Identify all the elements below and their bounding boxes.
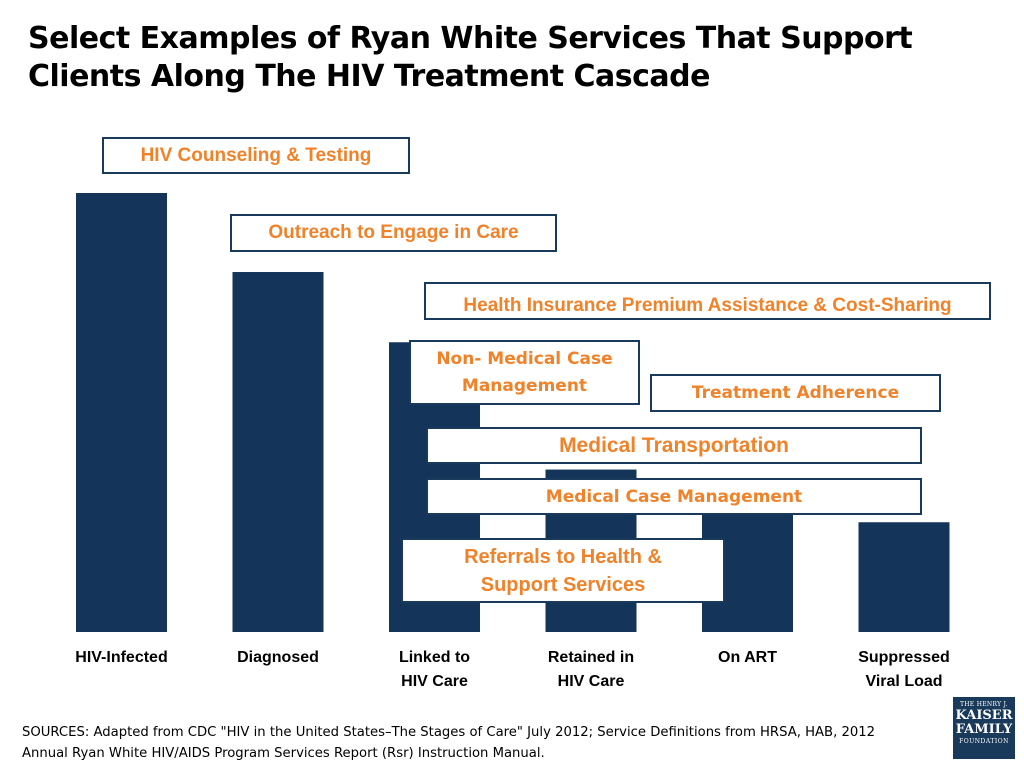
category-label: Retained in HIV Care [531,646,651,694]
service-insurance-premium-assistance: Health Insurance Premium Assistance & Co… [424,282,991,320]
bar-hiv-infected [76,193,167,632]
service-label: HIV Counseling & Testing [140,144,372,166]
service-label: Treatment Adherence [691,383,900,403]
category-label-line: Viral Load [865,673,943,690]
category-label: On ART [688,646,808,670]
logo-line: THE HENRY J. [959,701,1009,708]
service-label: Health Insurance Premium Assistance & Co… [463,295,952,316]
bar-diagnosed [232,272,324,632]
service-medical-case-management: Medical Case Management [426,478,922,515]
logo-line: FAMILY [955,722,1013,737]
service-label: Non- Medical Case Management [436,348,613,396]
service-treatment-adherence: Treatment Adherence [650,374,941,412]
service-label: Outreach to Engage in Care [268,222,519,243]
category-label: HIV-Infected [62,646,182,670]
logo-line: FOUNDATION [959,738,1009,745]
category-label-line: HIV Care [401,673,468,690]
service-medical-transportation: Medical Transportation [426,427,922,464]
category-label: Linked to HIV Care [375,646,495,694]
service-referrals-health-support: Referrals to Health & Support Services [401,538,725,603]
logo-line: KAISER [955,708,1013,723]
category-label-line: Suppressed [858,649,950,666]
category-label-line: Linked to [398,649,471,666]
kff-logo: THE HENRY J. KAISER FAMILY FOUNDATION [953,697,1015,759]
service-label: Medical Case Management [545,486,803,507]
bar-suppressed-viral-load [858,522,950,632]
category-label-line: HIV-Infected [75,649,168,666]
service-non-medical-case-management: Non- Medical Case Management [409,340,640,405]
sources-note: SOURCES: Adapted from CDC "HIV in the Un… [22,725,876,761]
category-label: Suppressed Viral Load [844,646,964,694]
service-hiv-counseling-testing: HIV Counseling & Testing [102,137,410,174]
category-label-line: Retained in [547,649,635,666]
category-label: Diagnosed [218,646,338,670]
service-outreach-engage-care: Outreach to Engage in Care [230,214,557,252]
category-label-line: Diagnosed [237,649,319,666]
service-label: Referrals to Health & Support Services [464,545,662,596]
category-label-line: On ART [718,649,777,666]
service-label: Medical Transportation [559,433,789,457]
slide-title: Select Examples of Ryan White Services T… [28,21,913,94]
category-label-line: HIV Care [557,673,625,690]
